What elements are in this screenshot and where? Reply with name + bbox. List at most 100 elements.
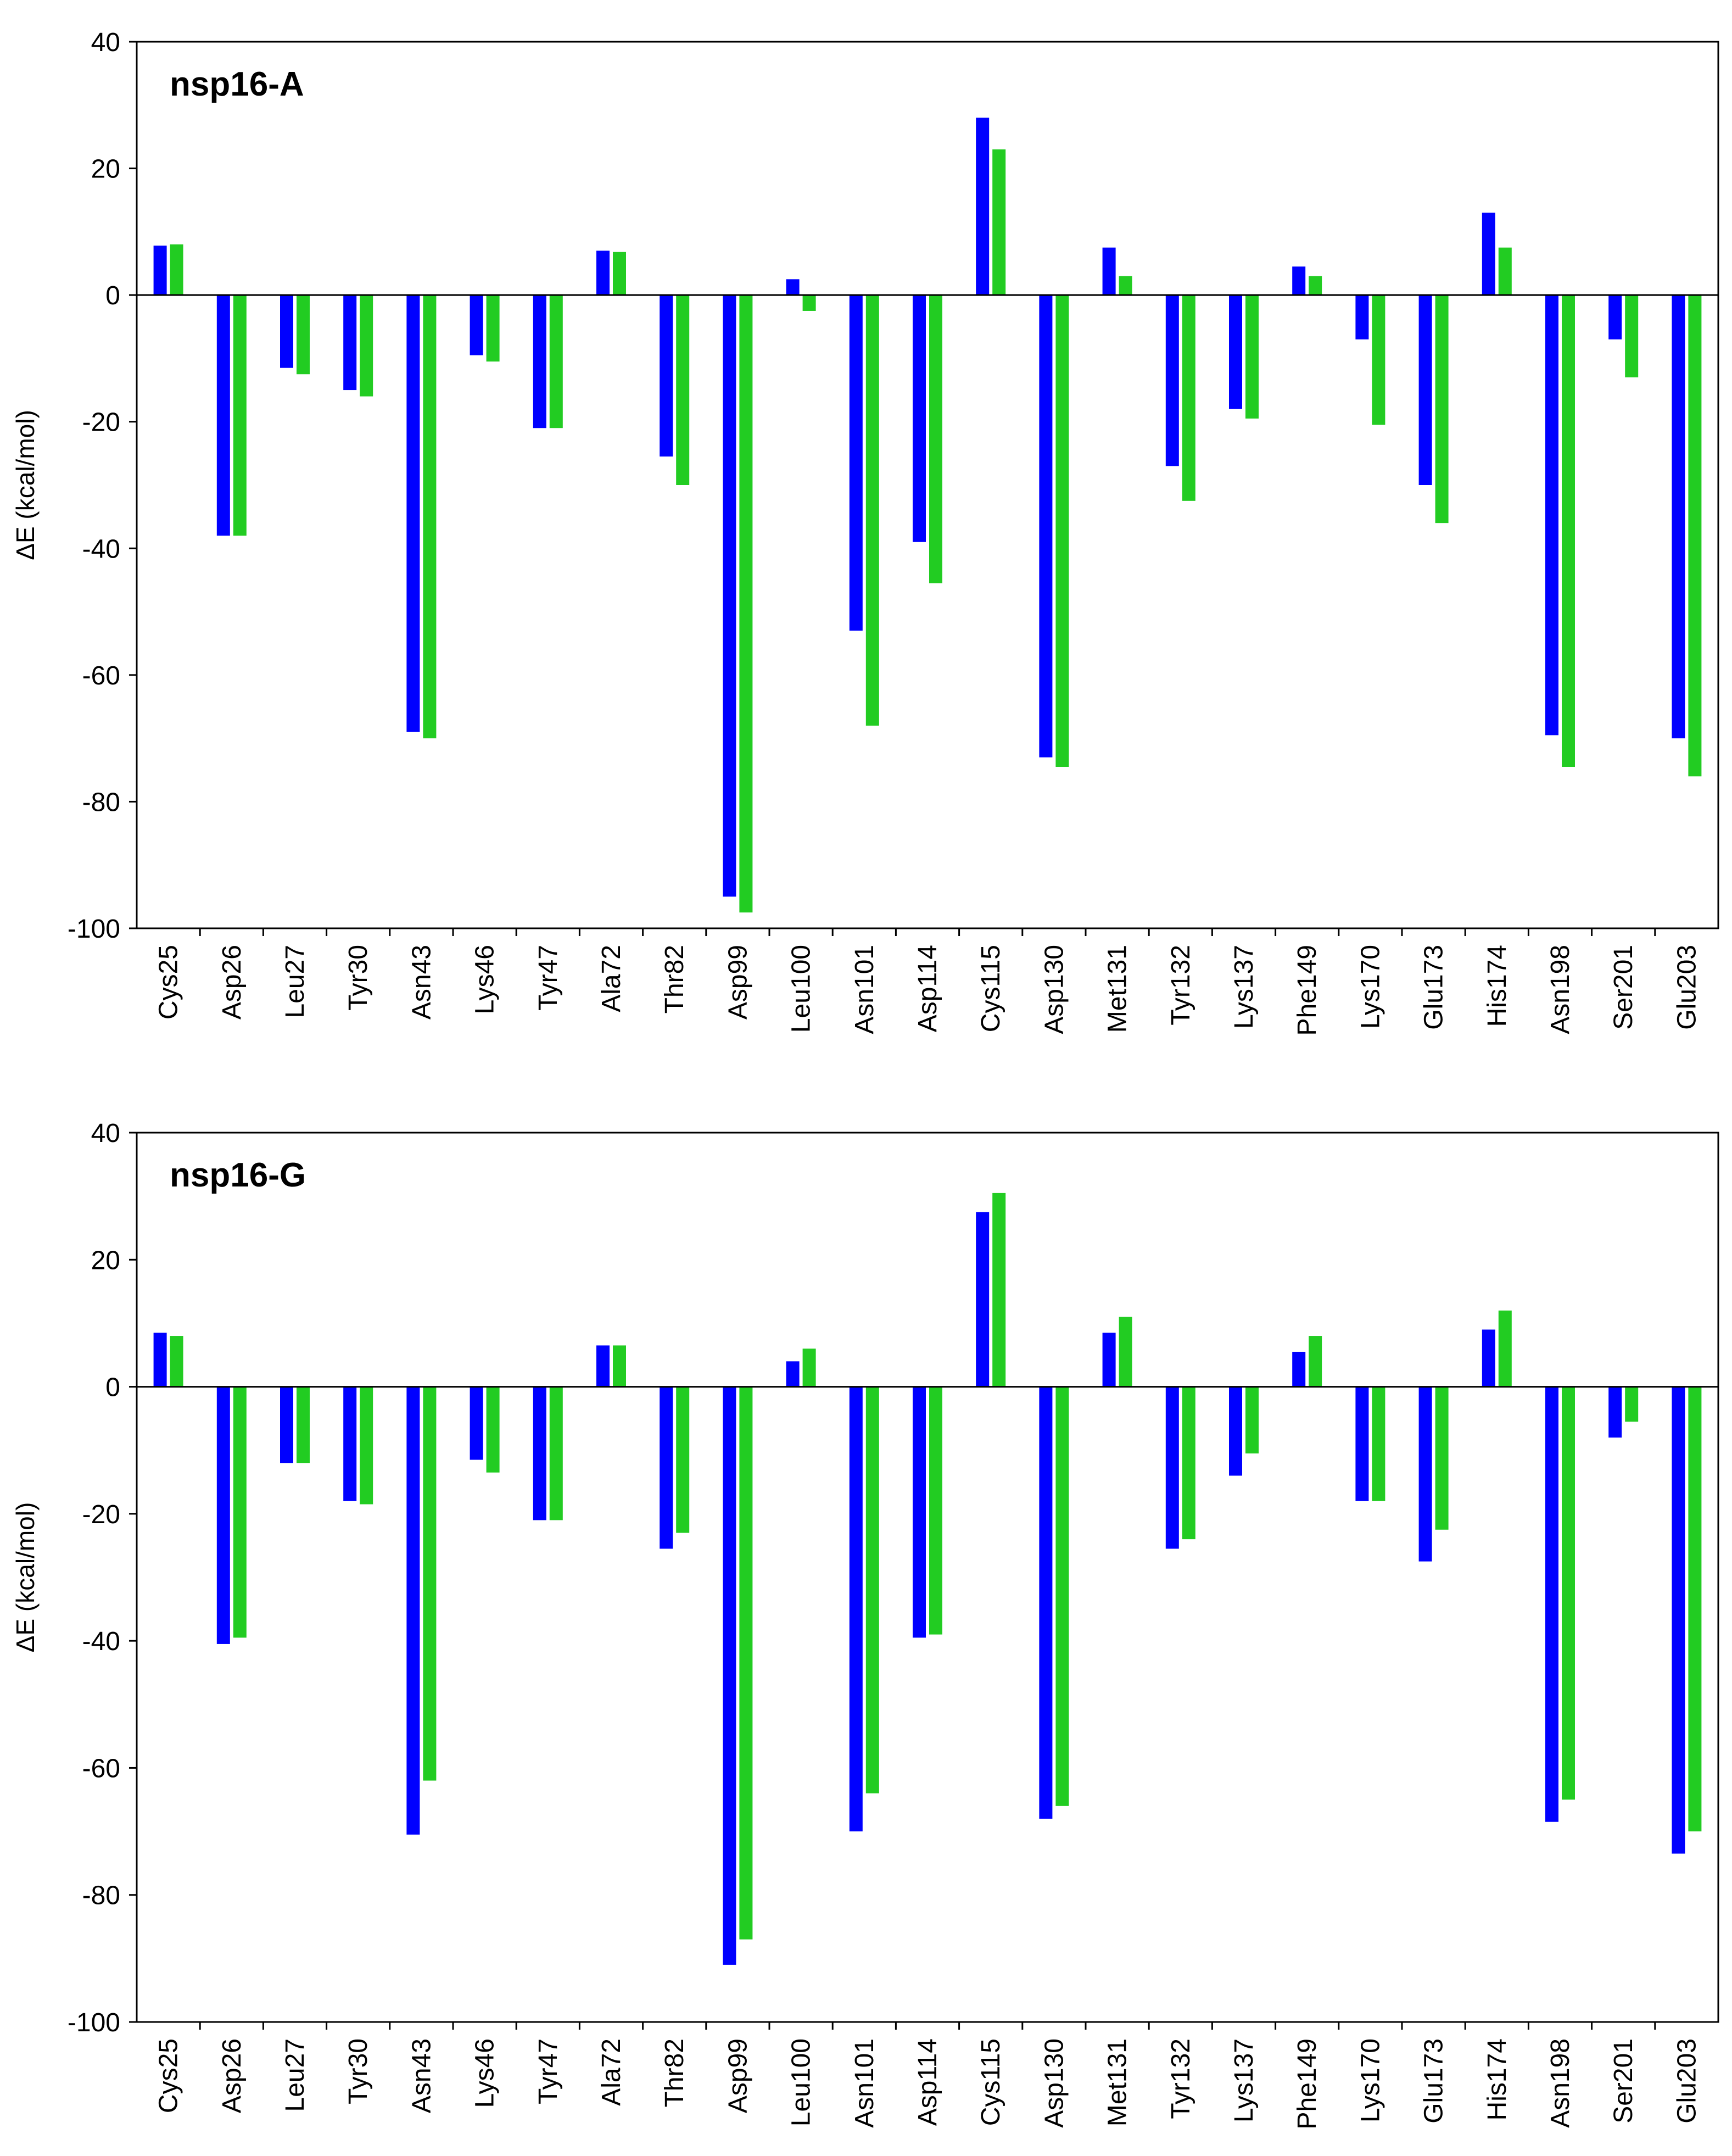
x-tick-label-Leu27: Leu27 <box>281 945 310 1018</box>
bar-series-blue-Asn198 <box>1545 295 1558 736</box>
x-tick-label-Met131: Met131 <box>1103 2038 1132 2126</box>
bar-series-blue-Tyr30 <box>343 1386 357 1501</box>
bar-series-green-Glu173 <box>1435 295 1449 523</box>
bar-series-green-Lys137 <box>1245 295 1259 419</box>
y-tick-label: -20 <box>82 1500 120 1529</box>
bar-series-green-Glu203 <box>1688 1386 1702 1832</box>
y-tick-label: 20 <box>91 1246 120 1275</box>
bar-series-green-Glu203 <box>1688 295 1702 777</box>
bar-series-green-Asn101 <box>865 295 879 726</box>
bar-series-green-Asn198 <box>1562 295 1575 767</box>
bar-series-blue-Asp99 <box>723 295 736 897</box>
bar-series-blue-Lys170 <box>1355 1386 1369 1501</box>
bar-series-blue-Lys137 <box>1229 295 1242 409</box>
bar-series-blue-Glu173 <box>1418 295 1432 485</box>
x-tick-label-Asp26: Asp26 <box>217 945 247 1019</box>
bar-series-green-Ala72 <box>613 1345 626 1387</box>
x-tick-label-Phe149: Phe149 <box>1293 2038 1322 2130</box>
x-tick-label-Tyr132: Tyr132 <box>1166 2038 1195 2119</box>
x-tick-label-Asp114: Asp114 <box>913 2038 942 2126</box>
bar-series-blue-Glu203 <box>1672 1386 1685 1854</box>
bar-series-green-Leu100 <box>802 1349 816 1387</box>
y-tick-label: 0 <box>105 281 120 310</box>
y-axis-title: ΔE (kcal/mol) <box>11 1502 40 1653</box>
y-tick-label: 40 <box>91 1119 120 1148</box>
bar-series-blue-Cys115 <box>976 118 990 296</box>
bar-series-green-Tyr47 <box>549 295 563 428</box>
bar-series-blue-Lys46 <box>470 1386 483 1460</box>
x-tick-label-Thr82: Thr82 <box>660 2038 689 2107</box>
bar-series-blue-His174 <box>1482 1329 1495 1387</box>
bar-series-blue-Asn198 <box>1545 1386 1558 1822</box>
bar-series-blue-Tyr30 <box>343 295 357 391</box>
bar-series-green-Leu27 <box>297 295 310 375</box>
bar-series-green-Thr82 <box>676 295 690 485</box>
y-tick-label: -20 <box>82 408 120 437</box>
x-tick-label-Met131: Met131 <box>1103 945 1132 1033</box>
bar-series-green-Met131 <box>1119 276 1132 296</box>
bar-series-green-Cys115 <box>992 149 1006 296</box>
panel-title: nsp16-G <box>170 1156 306 1194</box>
bar-series-green-Asn43 <box>423 295 437 739</box>
bar-series-green-Ser201 <box>1625 1386 1639 1422</box>
bar-series-green-Glu173 <box>1435 1386 1449 1530</box>
bar-series-blue-Ser201 <box>1608 1386 1622 1438</box>
bar-series-blue-Asp130 <box>1039 1386 1053 1819</box>
bar-series-green-His174 <box>1498 247 1512 296</box>
x-tick-label-Ala72: Ala72 <box>597 945 626 1012</box>
bar-series-blue-Lys170 <box>1355 295 1369 339</box>
y-tick-label: 0 <box>105 1373 120 1402</box>
x-tick-label-Glu203: Glu203 <box>1672 2038 1701 2124</box>
x-tick-label-Asp130: Asp130 <box>1040 2038 1069 2128</box>
x-tick-label-Asp99: Asp99 <box>723 2038 752 2113</box>
y-tick-label: -60 <box>82 661 120 690</box>
bar-series-blue-His174 <box>1482 213 1495 296</box>
x-tick-label-Asn43: Asn43 <box>407 945 436 1019</box>
bar-series-green-Tyr30 <box>360 295 373 397</box>
bar-series-blue-Thr82 <box>660 1386 673 1549</box>
bar-series-green-Lys137 <box>1245 1386 1259 1453</box>
x-tick-label-Asp114: Asp114 <box>913 945 942 1032</box>
bar-series-blue-Leu27 <box>280 1386 293 1463</box>
bar-series-blue-Met131 <box>1102 1333 1116 1387</box>
bar-series-blue-Asp130 <box>1039 295 1053 757</box>
y-tick-label: 20 <box>91 155 120 184</box>
x-tick-label-Asn101: Asn101 <box>850 945 879 1034</box>
bar-series-blue-Leu100 <box>786 1361 800 1387</box>
bar-series-green-Tyr132 <box>1182 1386 1195 1540</box>
bar-series-blue-Ala72 <box>596 1345 610 1387</box>
x-tick-label-Cys25: Cys25 <box>154 945 183 1019</box>
plot-frame <box>136 1132 1719 2023</box>
x-tick-label-Tyr47: Tyr47 <box>534 945 563 1011</box>
bar-series-green-Asp114 <box>929 1386 942 1635</box>
x-tick-label-Lys137: Lys137 <box>1230 2038 1259 2122</box>
x-tick-label-Cys115: Cys115 <box>976 945 1005 1032</box>
bar-series-blue-Tyr132 <box>1165 295 1179 466</box>
bar-series-green-Lys170 <box>1372 1386 1385 1501</box>
bar-series-blue-Asn43 <box>406 1386 420 1835</box>
x-tick-label-Tyr47: Tyr47 <box>534 2038 563 2104</box>
x-tick-label-Lys137: Lys137 <box>1230 945 1259 1029</box>
bar-series-blue-Asp26 <box>216 295 230 536</box>
bar-series-green-Asp99 <box>739 295 753 913</box>
bar-series-blue-Glu203 <box>1672 295 1685 739</box>
bar-series-green-Ser201 <box>1625 295 1639 378</box>
bar-series-green-Asp99 <box>739 1386 753 1940</box>
bar-series-blue-Leu100 <box>786 279 800 296</box>
bar-series-blue-Leu27 <box>280 295 293 368</box>
panel-title: nsp16-A <box>170 65 304 103</box>
y-tick-label: -100 <box>68 915 120 944</box>
bar-series-blue-Phe149 <box>1292 266 1306 296</box>
y-tick-label: -100 <box>68 2008 120 2037</box>
bar-series-green-His174 <box>1498 1310 1512 1387</box>
bar-series-blue-Ala72 <box>596 250 610 296</box>
bar-series-blue-Tyr47 <box>533 295 546 428</box>
bar-series-green-Asn101 <box>865 1386 879 1793</box>
y-tick-label: 40 <box>91 28 120 57</box>
x-tick-label-Asp130: Asp130 <box>1040 945 1069 1034</box>
bar-series-blue-Asp26 <box>216 1386 230 1644</box>
bar-series-blue-Asp114 <box>913 1386 926 1638</box>
bar-series-blue-Lys46 <box>470 295 483 355</box>
x-tick-label-Leu27: Leu27 <box>281 2038 310 2112</box>
